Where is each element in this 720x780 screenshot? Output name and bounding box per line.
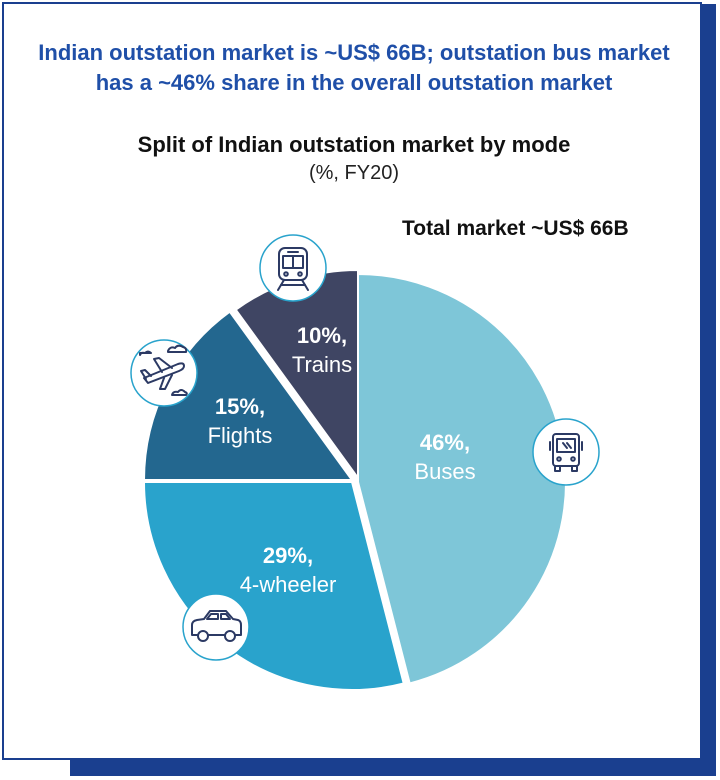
- slice-value-label-trains: 10%,: [297, 323, 347, 348]
- headline: Indian outstation market is ~US$ 66B; ou…: [38, 40, 670, 95]
- slice-name-label-flights: Flights: [208, 423, 273, 448]
- bus-icon: [532, 418, 600, 486]
- slice-name-label-buses: Buses: [414, 459, 475, 484]
- slice-value-label-flights: 15%,: [215, 394, 265, 419]
- car-icon: [182, 593, 250, 661]
- slice-name-label-trains: Trains: [292, 352, 352, 377]
- train-icon: [259, 234, 327, 302]
- slice-value-label-buses: 46%,: [420, 430, 470, 455]
- airplane-icon: [130, 339, 198, 407]
- total-market-label: Total market ~US$ 66B: [402, 217, 629, 240]
- chart-units: (%, FY20): [308, 162, 400, 184]
- chart-title: Split of Indian outstation market by mod…: [137, 132, 571, 157]
- slice-name-label-4-wheeler: 4-wheeler: [240, 572, 337, 597]
- slice-value-label-4-wheeler: 29%,: [263, 543, 313, 568]
